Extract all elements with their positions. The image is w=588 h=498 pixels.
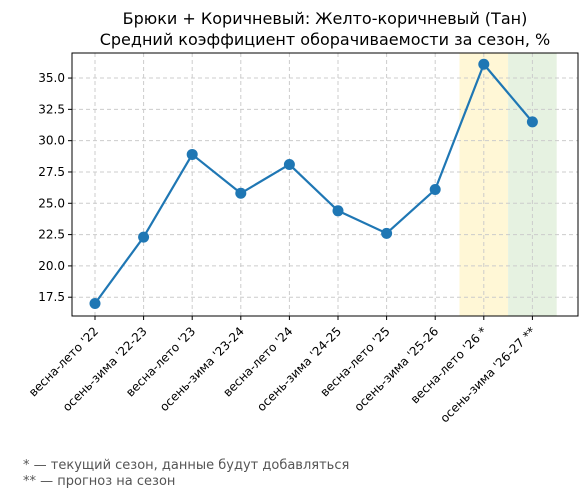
data-point — [283, 158, 295, 170]
x-tick-label: осень-зима '23-24 — [157, 324, 247, 414]
y-tick-label: 25.0 — [38, 196, 65, 210]
x-tick-label: осень-зима '24-25 — [254, 324, 344, 414]
x-tick-label: осень-зима '26-27 ** — [437, 324, 538, 425]
y-tick-label: 32.5 — [38, 102, 65, 116]
data-point — [186, 148, 198, 160]
series-line — [94, 63, 534, 305]
x-tick-label: осень-зима '22-23 — [60, 324, 150, 414]
data-point — [429, 184, 441, 196]
data-point — [235, 187, 247, 199]
data-point — [526, 116, 538, 128]
y-tick-label: 17.5 — [38, 290, 65, 304]
chart-title-line2: Средний коэффициент оборачиваемости за с… — [100, 30, 551, 49]
data-point — [89, 297, 101, 309]
plot-frame — [71, 52, 579, 317]
x-tick-label: осень-зима '25-26 — [351, 324, 441, 414]
highlight-band-0 — [459, 53, 509, 316]
chart-title-line1: Брюки + Коричневый: Желто-коричневый (Та… — [123, 9, 528, 28]
note-forecast: ** — прогноз на сезон — [23, 474, 175, 489]
y-tick-label: 30.0 — [38, 134, 65, 148]
y-tick-label: 35.0 — [38, 71, 65, 85]
data-point — [138, 231, 150, 243]
data-point — [478, 58, 490, 70]
y-tick-label: 22.5 — [38, 228, 65, 242]
note-current-season: * — текущий сезон, данные будут добавлят… — [23, 458, 349, 473]
y-tick-label: 27.5 — [38, 165, 65, 179]
data-point — [332, 205, 344, 217]
highlight-band-1 — [508, 53, 557, 316]
data-point — [381, 227, 393, 239]
y-tick-label: 20.0 — [38, 259, 65, 273]
